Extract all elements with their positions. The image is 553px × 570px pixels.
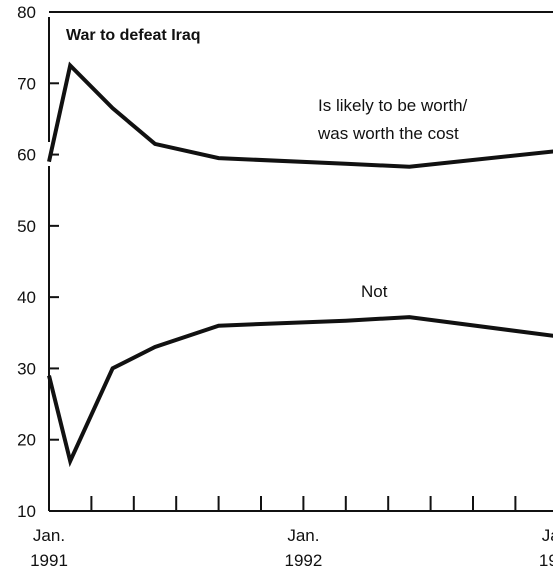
- y-tick-label: 40: [17, 288, 36, 307]
- x-tick-label-year: 1992: [284, 551, 322, 570]
- x-tick-label-year: 1993: [539, 551, 553, 570]
- series-lines: [47, 61, 553, 468]
- x-tick-label-month: Jan.: [287, 526, 319, 545]
- annotation-worth-line2: was worth the cost: [317, 124, 459, 143]
- x-axis-labels: Jan. 1991 Jan. 1992 Jan. 1993: [30, 526, 553, 570]
- y-tick-label: 30: [17, 359, 36, 378]
- y-axis-ticks: 80 70 60 50 40 30 20 10: [17, 3, 59, 521]
- chart-title: War to defeat Iraq: [66, 27, 201, 44]
- x-tick-label-month: Jan.: [542, 526, 553, 545]
- series-line-worth-the-cost: [47, 61, 553, 169]
- annotation-worth-line1: Is likely to be worth/: [318, 96, 468, 115]
- annotation-not: Not: [361, 282, 388, 301]
- y-tick-label: 60: [17, 146, 36, 165]
- x-tick-label-month: Jan.: [33, 526, 65, 545]
- y-tick-label: 20: [17, 431, 36, 450]
- x-axis-ticks: [48, 496, 517, 511]
- y-tick-label: 70: [17, 74, 36, 93]
- x-tick-label-year: 1991: [30, 551, 68, 570]
- series-line-not: [47, 315, 553, 468]
- plot-frame: [48, 11, 553, 512]
- y-tick-label: 80: [17, 3, 36, 22]
- y-tick-label: 50: [17, 217, 36, 236]
- y-tick-label: 10: [17, 502, 36, 521]
